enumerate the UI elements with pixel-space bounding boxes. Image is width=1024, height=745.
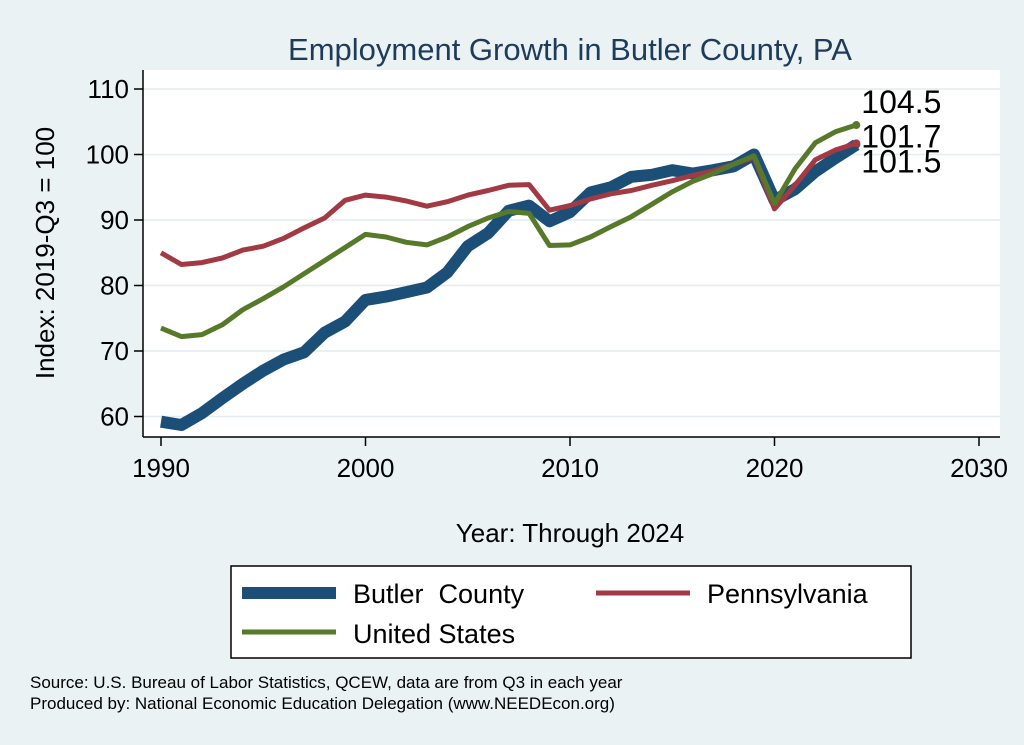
x-tick-label-2000: 2000 — [337, 453, 395, 483]
plot-area — [143, 70, 1000, 437]
end-label-butler-county: 101.5 — [861, 144, 941, 180]
y-tick-label-60: 60 — [100, 402, 129, 432]
x-ticks: 1990 2000 2010 2020 2030 — [132, 437, 1008, 483]
y-tick-label-90: 90 — [100, 205, 129, 235]
series-group — [159, 121, 861, 431]
end-label-pennsylvania: 101.7 — [861, 118, 941, 154]
legend-label-butler: Butler County — [353, 579, 525, 609]
x-tick-label-1990: 1990 — [132, 453, 190, 483]
producer-note: Produced by: National Economic Education… — [30, 694, 615, 713]
y-tick-label-110: 110 — [88, 74, 129, 104]
x-tick-label-2030: 2030 — [950, 453, 1008, 483]
end-point-pennsylvania — [852, 139, 861, 148]
x-tick-label-2020: 2020 — [746, 453, 804, 483]
legend-box — [230, 565, 912, 659]
end-point-united-states — [852, 121, 861, 130]
legend-label-united-states: United States — [353, 619, 515, 649]
end-label-united-states: 104.5 — [861, 84, 941, 120]
y-tick-label-100: 100 — [86, 140, 129, 170]
y-ticks: 60 70 80 90 100 110 — [86, 74, 143, 432]
y-axis-title: Index: 2019-Q3 = 100 — [30, 127, 60, 379]
x-tick-label-2010: 2010 — [541, 453, 599, 483]
chart-title: Employment Growth in Butler County, PA — [288, 32, 852, 67]
series-line-united-states — [160, 122, 858, 340]
y-tick-label-80: 80 — [100, 271, 129, 301]
x-axis-title: Year: Through 2024 — [456, 518, 684, 548]
legend: Butler County Pennsylvania United States — [230, 565, 912, 659]
legend-label-pennsylvania: Pennsylvania — [707, 579, 869, 609]
y-tick-label-70: 70 — [100, 336, 129, 366]
source-note: Source: U.S. Bureau of Labor Statistics,… — [30, 673, 623, 692]
